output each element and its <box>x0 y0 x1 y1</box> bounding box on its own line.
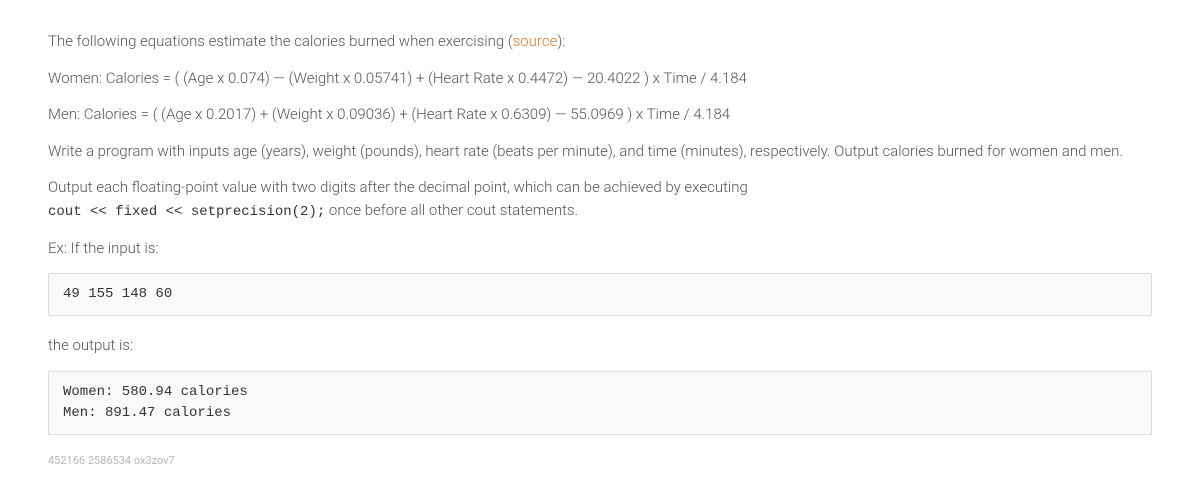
example-input-box: 49 155 148 60 <box>48 273 1152 316</box>
intro-suffix: ): <box>557 32 565 50</box>
example-output-box: Women: 580.94 calories Men: 891.47 calor… <box>48 371 1152 435</box>
intro-prefix: The following equations estimate the cal… <box>48 32 513 50</box>
example-output-label: the output is: <box>48 334 1152 357</box>
instructions-paragraph: Write a program with inputs age (years),… <box>48 140 1152 163</box>
equation-men: Men: Calories = ( (Age x 0.2017) + (Weig… <box>48 103 1152 126</box>
intro-paragraph: The following equations estimate the cal… <box>48 30 1152 53</box>
precision-code: cout << fixed << setprecision(2); <box>48 204 325 220</box>
source-link[interactable]: source <box>513 32 558 50</box>
precision-prefix: Output each floating-point value with tw… <box>48 178 748 196</box>
example-input-label: Ex: If the input is: <box>48 237 1152 260</box>
footer-id: 452166 2586534 ox3zov7 <box>48 453 1152 470</box>
precision-paragraph: Output each floating-point value with tw… <box>48 176 1152 223</box>
equation-women: Women: Calories = ( (Age x 0.074) — (Wei… <box>48 67 1152 90</box>
precision-suffix: once before all other cout statements. <box>325 201 578 219</box>
